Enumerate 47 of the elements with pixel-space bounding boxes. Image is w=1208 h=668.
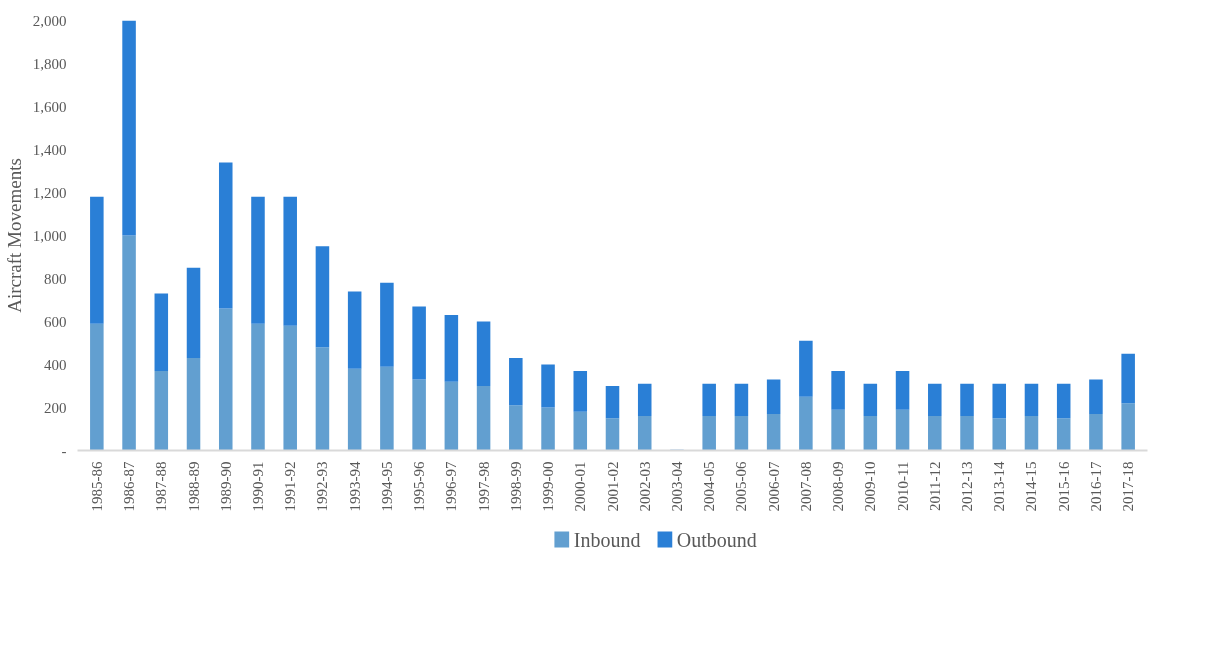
- x-tick-label: 1992-93: [314, 461, 331, 512]
- x-tick-label: 2001-02: [604, 461, 621, 512]
- y-tick-label: 1,400: [32, 141, 67, 158]
- x-tick-label: 2007-08: [797, 461, 814, 512]
- y-tick-label: 600: [44, 313, 67, 330]
- x-tick-label: 2003-04: [668, 461, 685, 512]
- legend-label: Outbound: [676, 528, 757, 551]
- x-tick-label: 1991-92: [282, 461, 299, 512]
- x-tick-label: 1986-87: [121, 461, 138, 512]
- x-tick-label: 2017-18: [1120, 461, 1137, 512]
- x-tick-label: 2004-05: [701, 461, 718, 512]
- x-tick-label: 2015-16: [1055, 461, 1072, 512]
- x-tick-label: 1997-98: [475, 461, 492, 512]
- y-tick-label: 2,000: [32, 12, 67, 29]
- y-tick-label: 200: [44, 399, 67, 416]
- x-tick-label: 1999-00: [540, 461, 557, 512]
- y-tick-label: -: [61, 442, 67, 459]
- x-tick-label: 2000-01: [572, 461, 589, 512]
- x-tick-label: 1988-89: [185, 461, 202, 512]
- y-tick-label: 400: [44, 356, 67, 373]
- y-tick-label: 800: [44, 270, 67, 287]
- x-tick-label: 2012-13: [959, 461, 976, 512]
- x-tick-label: 2016-17: [1087, 461, 1104, 512]
- x-tick-label: 1994-95: [378, 461, 395, 512]
- x-tick-label: 1985-86: [88, 461, 105, 512]
- x-tick-label: 1996-97: [443, 461, 460, 512]
- x-tick-label: 1987-88: [153, 461, 170, 512]
- x-tick-label: 1989-90: [217, 461, 234, 512]
- legend-label: Inbound: [573, 528, 641, 551]
- x-tick-label: 2009-10: [862, 461, 879, 512]
- x-tick-label: 1995-96: [411, 461, 428, 512]
- x-tick-label: 1993-94: [346, 461, 363, 512]
- x-tick-label: 2010-11: [894, 461, 911, 511]
- x-tick-label: 2005-06: [733, 461, 750, 512]
- y-tick-label: 1,200: [32, 184, 67, 201]
- y-axis-title: Aircraft Movements: [3, 158, 25, 313]
- x-tick-label: 1998-99: [507, 461, 524, 512]
- y-tick-label: 1,600: [32, 98, 67, 115]
- x-tick-label: 2011-12: [926, 461, 943, 511]
- y-tick-label: 1,000: [32, 227, 67, 244]
- x-tick-label: 2002-03: [636, 461, 653, 512]
- x-tick-label: 2013-14: [991, 461, 1008, 512]
- y-tick-label: 1,800: [32, 55, 67, 72]
- x-tick-label: 1990-91: [249, 461, 266, 512]
- x-tick-label: 2006-07: [765, 461, 782, 512]
- x-tick-label: 2008-09: [830, 461, 847, 512]
- x-tick-label: 2014-15: [1023, 461, 1040, 512]
